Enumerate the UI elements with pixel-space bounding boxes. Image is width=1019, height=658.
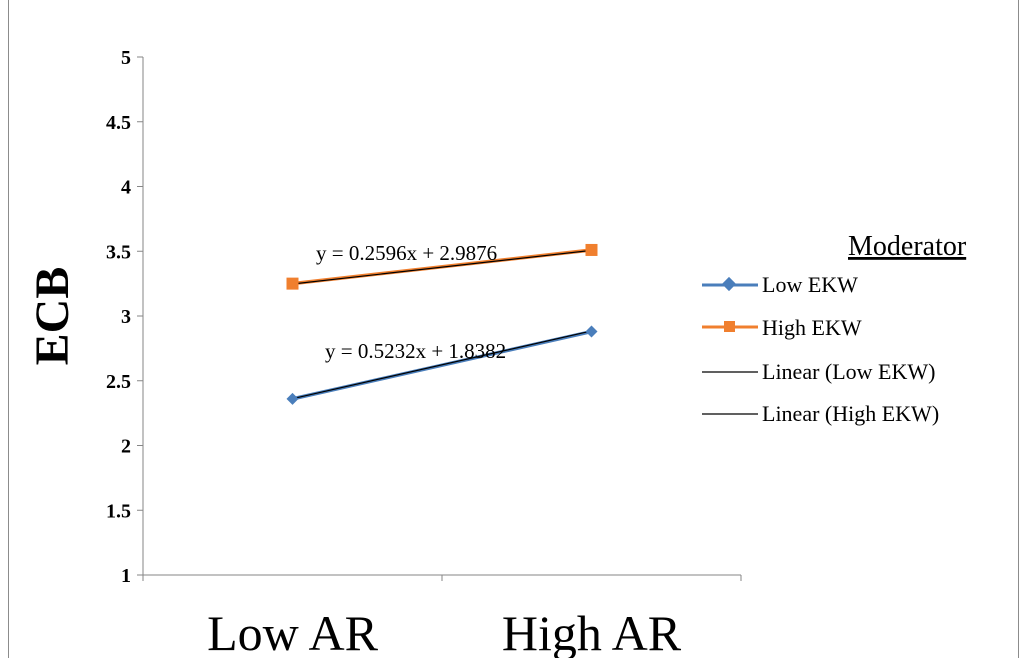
- y-tick-label: 3.5: [106, 241, 131, 263]
- data-point-low-ekw: [585, 325, 598, 338]
- y-tick-label: 5: [121, 47, 131, 69]
- y-tick-label: 4: [121, 177, 131, 199]
- legend-item-linear-low-ekw: Linear (Low EKW): [702, 359, 935, 384]
- trendline-linear-low-ekw: [292, 330, 592, 400]
- y-tick-label: 1.5: [106, 500, 131, 522]
- trendline-linear-high-ekw: [292, 249, 592, 285]
- legend-title: Moderator: [848, 231, 967, 262]
- legend: Moderator Low EKW High EKW Linear (Low E…: [702, 231, 967, 426]
- trendline-equation-high-ekw: y = 0.2596x + 2.9876: [316, 241, 497, 265]
- legend-label-high-ekw: High EKW: [762, 315, 862, 340]
- y-tick-label: 2: [121, 436, 131, 458]
- legend-marker-low-ekw: [721, 276, 737, 292]
- x-category-label: Low AR: [207, 605, 379, 658]
- x-ticks: Low AR High AR: [142, 575, 742, 658]
- y-tick-label: 1: [121, 565, 131, 587]
- y-tick-label: 4.5: [106, 112, 131, 134]
- legend-marker-high-ekw: [724, 321, 735, 332]
- legend-label-linear-high-ekw: Linear (High EKW): [762, 401, 939, 426]
- legend-item-high-ekw: High EKW: [702, 315, 862, 340]
- plot-area: [286, 243, 598, 405]
- data-point-high-ekw: [585, 243, 598, 256]
- legend-item-linear-high-ekw: Linear (High EKW): [702, 401, 939, 426]
- legend-label-linear-low-ekw: Linear (Low EKW): [762, 359, 935, 384]
- y-ticks: 1 1.5 2 2.5 3 3.5 4 4.5 5: [106, 47, 143, 587]
- y-axis-title: ECB: [26, 267, 79, 366]
- legend-label-low-ekw: Low EKW: [762, 272, 858, 297]
- data-point-high-ekw: [286, 277, 299, 290]
- y-tick-label: 2.5: [106, 371, 131, 393]
- x-category-label: High AR: [502, 605, 682, 658]
- legend-item-low-ekw: Low EKW: [702, 272, 858, 297]
- data-point-low-ekw: [286, 392, 299, 405]
- trendline-equation-low-ekw: y = 0.5232x + 1.8382: [325, 339, 506, 363]
- y-tick-label: 3: [121, 306, 131, 328]
